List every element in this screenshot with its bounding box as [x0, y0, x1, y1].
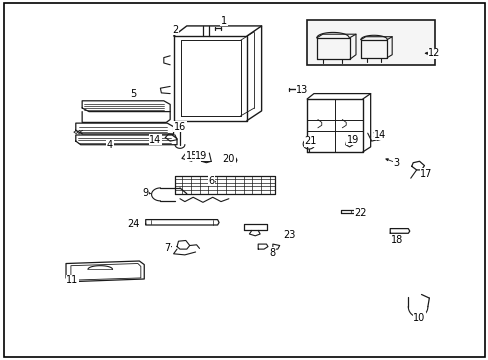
- Text: 3: 3: [392, 158, 398, 168]
- Text: 7: 7: [164, 243, 170, 253]
- Text: 15: 15: [185, 150, 198, 161]
- Text: 12: 12: [427, 48, 440, 58]
- Text: 8: 8: [269, 248, 275, 258]
- Text: 1: 1: [221, 16, 226, 26]
- Text: 24: 24: [126, 219, 139, 229]
- Text: 22: 22: [354, 208, 366, 218]
- Bar: [306, 20, 434, 65]
- Text: 23: 23: [283, 230, 295, 240]
- Text: 14: 14: [373, 130, 386, 140]
- Text: 4: 4: [107, 140, 113, 150]
- Text: 17: 17: [419, 168, 432, 179]
- Text: 20: 20: [222, 154, 235, 164]
- Text: 5: 5: [130, 89, 136, 99]
- Text: 9: 9: [142, 188, 148, 198]
- Text: 13: 13: [295, 85, 308, 95]
- Text: 10: 10: [412, 312, 425, 323]
- Text: 18: 18: [390, 235, 403, 246]
- Text: 16: 16: [173, 122, 186, 132]
- Text: 21: 21: [304, 136, 316, 146]
- Text: 14: 14: [149, 135, 162, 145]
- Text: 19: 19: [195, 150, 207, 161]
- Text: 19: 19: [346, 135, 359, 145]
- Text: 11: 11: [66, 275, 79, 285]
- Text: 6: 6: [208, 176, 214, 186]
- Text: 2: 2: [172, 24, 178, 35]
